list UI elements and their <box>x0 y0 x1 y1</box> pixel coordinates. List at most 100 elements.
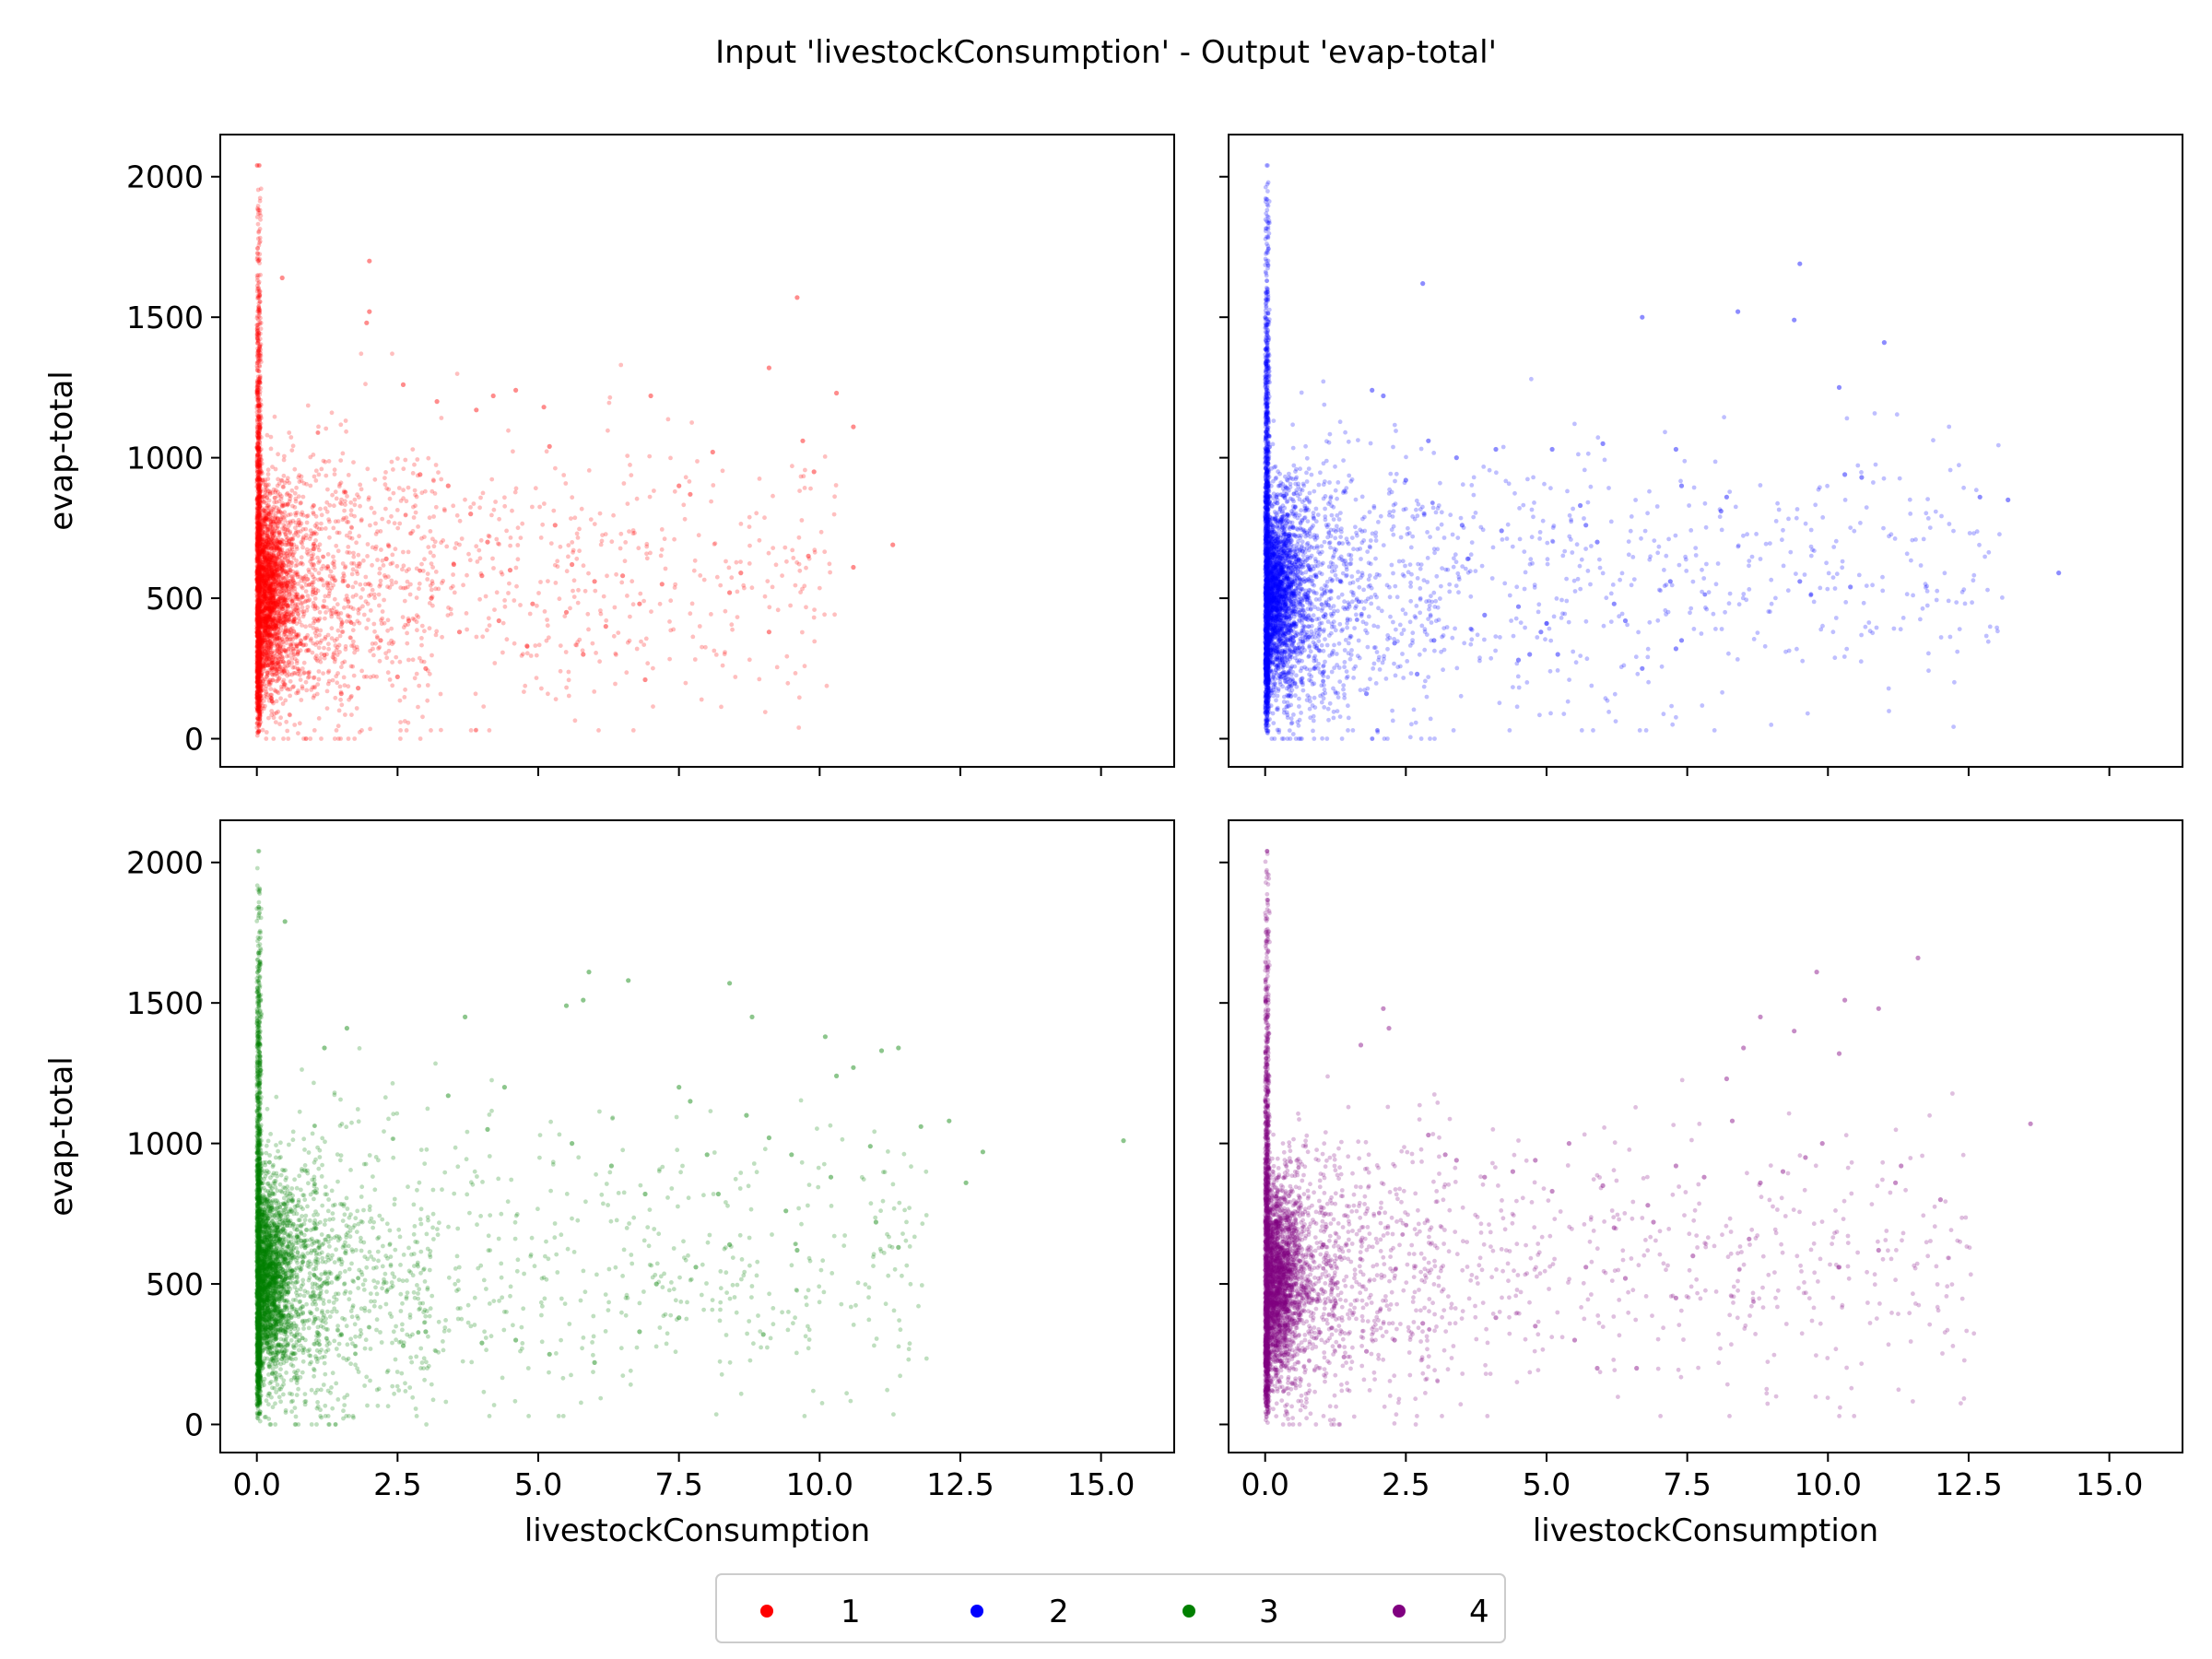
scatter-point <box>258 549 263 554</box>
scatter-point <box>747 561 752 566</box>
scatter-point <box>280 595 286 601</box>
scatter-point <box>665 417 671 422</box>
scatter-point <box>287 629 292 635</box>
scatter-point <box>577 548 582 554</box>
scatter-point <box>422 557 427 562</box>
scatter-point <box>260 571 265 577</box>
scatter-point <box>811 615 817 620</box>
scatter-point <box>254 418 260 423</box>
scatter-point <box>822 454 828 459</box>
scatter-point <box>332 638 337 643</box>
scatter-point <box>278 569 284 574</box>
scatter-point <box>372 477 378 482</box>
scatter-point <box>257 636 263 641</box>
scatter-point <box>257 665 262 670</box>
scatter-point <box>256 601 261 606</box>
scatter-point <box>266 715 271 721</box>
scatter-point <box>257 484 262 488</box>
scatter-point <box>802 486 807 490</box>
scatter-point <box>270 519 276 524</box>
scatter-point <box>268 600 273 606</box>
scatter-point <box>257 235 263 241</box>
scatter-point <box>696 533 701 538</box>
scatter-point <box>534 653 539 658</box>
scatter-point <box>286 535 290 541</box>
scatter-point <box>742 585 747 591</box>
scatter-point <box>601 594 606 599</box>
scatter-point <box>419 561 424 567</box>
scatter-point <box>397 659 403 665</box>
scatter-point <box>274 661 279 665</box>
scatter-point <box>256 550 261 556</box>
scatter-point <box>762 515 767 521</box>
scatter-point <box>257 623 263 629</box>
scatter-point <box>622 559 628 564</box>
scatter-point <box>259 523 265 527</box>
scatter-point <box>254 707 260 712</box>
scatter-point <box>276 600 281 606</box>
scatter-point <box>266 615 272 620</box>
scatter-point <box>683 680 688 686</box>
scatter-point <box>593 588 598 594</box>
scatter-point <box>256 628 262 633</box>
scatter-point <box>256 634 262 639</box>
scatter-point <box>255 435 261 440</box>
scatter-point <box>270 599 276 605</box>
scatter-point <box>256 562 262 568</box>
scatter-point <box>274 602 279 606</box>
scatter-point <box>473 728 478 733</box>
scatter-point <box>268 559 274 564</box>
scatter-point <box>269 586 275 592</box>
scatter-point <box>260 583 265 588</box>
scatter-point <box>270 576 276 582</box>
scatter-point <box>296 521 301 526</box>
scatter-point <box>316 677 322 682</box>
scatter-point <box>263 489 267 495</box>
scatter-point <box>255 679 261 685</box>
scatter-point <box>254 513 260 519</box>
scatter-point <box>262 557 267 562</box>
scatter-point <box>644 551 649 557</box>
scatter-point <box>555 564 560 570</box>
y-tick-label: 1500 <box>126 300 204 335</box>
scatter-point <box>383 556 389 562</box>
scatter-point <box>254 354 260 359</box>
scatter-point <box>720 663 725 668</box>
scatter-point <box>265 517 270 522</box>
scatter-point <box>260 635 265 641</box>
scatter-point <box>344 429 348 434</box>
scatter-point <box>254 390 260 395</box>
scatter-point <box>288 547 292 552</box>
scatter-point <box>255 607 261 613</box>
scatter-point <box>272 587 277 593</box>
scatter-point <box>616 630 621 635</box>
scatter-point <box>749 585 755 591</box>
scatter-point <box>255 441 260 447</box>
scatter-point <box>256 207 261 213</box>
scatter-point <box>264 595 268 600</box>
scatter-point <box>373 544 379 549</box>
scatter-point <box>256 635 262 641</box>
scatter-point <box>524 643 530 649</box>
scatter-point <box>263 638 268 643</box>
scatter-point <box>506 591 511 595</box>
scatter-point <box>276 539 280 545</box>
scatter-point <box>257 662 262 667</box>
scatter-point <box>267 643 273 648</box>
scatter-point <box>624 670 629 676</box>
scatter-point <box>457 518 463 524</box>
scatter-point <box>256 459 262 464</box>
scatter-point <box>274 678 279 684</box>
scatter-point <box>332 578 337 583</box>
scatter-point <box>257 574 263 580</box>
scatter-point <box>259 643 264 649</box>
scatter-point <box>254 459 260 465</box>
scatter-point <box>271 546 276 551</box>
scatter-point <box>392 521 397 526</box>
scatter-point <box>268 641 273 646</box>
scatter-point <box>390 683 395 688</box>
scatter-point <box>255 526 261 532</box>
scatter-point <box>257 490 263 496</box>
scatter-point <box>334 728 339 733</box>
